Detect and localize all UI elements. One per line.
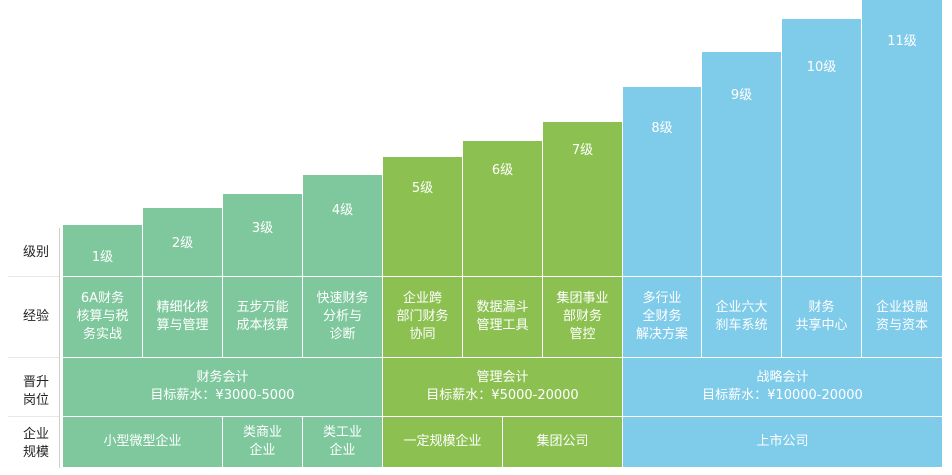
level-bar-9: 9级 (702, 52, 781, 276)
company-cell-small: 小型微型企业 (63, 417, 222, 467)
experience-cell-3: 五步万能 成本核算 (223, 277, 302, 357)
level-bar-8: 8级 (623, 87, 701, 276)
position-salary: 目标薪水：¥5000-20000 (426, 388, 579, 403)
position-title: 管理会计 (476, 370, 529, 385)
level-label-9: 9级 (730, 88, 753, 103)
experience-cell-7: 集团事业 部财务 管控 (543, 277, 622, 357)
level-label-1: 1级 (91, 250, 114, 265)
row-divider (8, 357, 60, 358)
experience-cell-5: 企业跨 部门财务 协同 (383, 277, 462, 357)
level-label-8: 8级 (651, 121, 673, 136)
level-label-10: 10级 (806, 60, 837, 75)
level-label-4: 4级 (331, 203, 354, 218)
company-cell-group: 集团公司 (503, 417, 622, 467)
level-bar-7: 7级 (543, 122, 622, 276)
level-label-7: 7级 (571, 143, 594, 158)
experience-cell-6: 数据漏斗 管理工具 (463, 277, 542, 357)
row-label-experience: 经验 (22, 309, 49, 324)
label-column-border (59, 228, 60, 468)
level-label-3: 3级 (251, 221, 274, 236)
level-label-11: 11级 (887, 34, 917, 49)
level-bar-1: 1级 (63, 225, 142, 276)
level-bar-5: 5级 (383, 157, 462, 276)
company-cell-scale: 一定规模企业 (383, 417, 502, 467)
experience-cell-4: 快速财务 分析与 诊断 (303, 277, 382, 357)
level-bar-4: 4级 (303, 175, 382, 276)
experience-cell-10: 财务 共享中心 (782, 277, 861, 357)
row-label-company: 企业 规模 (22, 427, 49, 460)
level-label-6: 6级 (491, 163, 514, 178)
level-bar-6: 6级 (463, 141, 542, 276)
level-bar-11: 11级 (862, 0, 942, 276)
row-label-level: 级别 (22, 245, 49, 260)
position-cell-strategic: 战略会计 目标薪水：¥10000-20000 (623, 358, 942, 416)
experience-cell-2: 精细化核 算与管理 (143, 277, 222, 357)
level-bar-3: 3级 (223, 194, 302, 276)
position-title: 财务会计 (196, 370, 249, 385)
experience-cell-11: 企业投融 资与资本 (862, 277, 942, 357)
company-cell-commercial: 类商业 企业 (223, 417, 302, 467)
position-salary: 目标薪水：¥10000-20000 (702, 388, 863, 403)
company-cell-industrial: 类工业 企业 (303, 417, 382, 467)
level-label-5: 5级 (411, 181, 434, 196)
experience-cell-9: 企业六大 刹车系统 (702, 277, 781, 357)
position-cell-financial: 财务会计 目标薪水：¥3000-5000 (63, 358, 382, 416)
experience-cell-1: 6A财务 核算与税 务实战 (63, 277, 142, 357)
position-cell-management: 管理会计 目标薪水：¥5000-20000 (383, 358, 622, 416)
level-bar-2: 2级 (143, 208, 222, 276)
experience-cell-8: 多行业 全财务 解决方案 (623, 277, 701, 357)
position-title: 战略会计 (756, 370, 809, 385)
row-label-position: 晋升 岗位 (22, 375, 49, 408)
row-divider (8, 416, 60, 417)
company-cell-listed: 上市公司 (623, 417, 942, 467)
position-salary: 目标薪水：¥3000-5000 (150, 388, 295, 403)
row-divider (8, 276, 60, 277)
level-label-2: 2级 (171, 236, 194, 251)
level-bar-10: 10级 (782, 19, 861, 276)
